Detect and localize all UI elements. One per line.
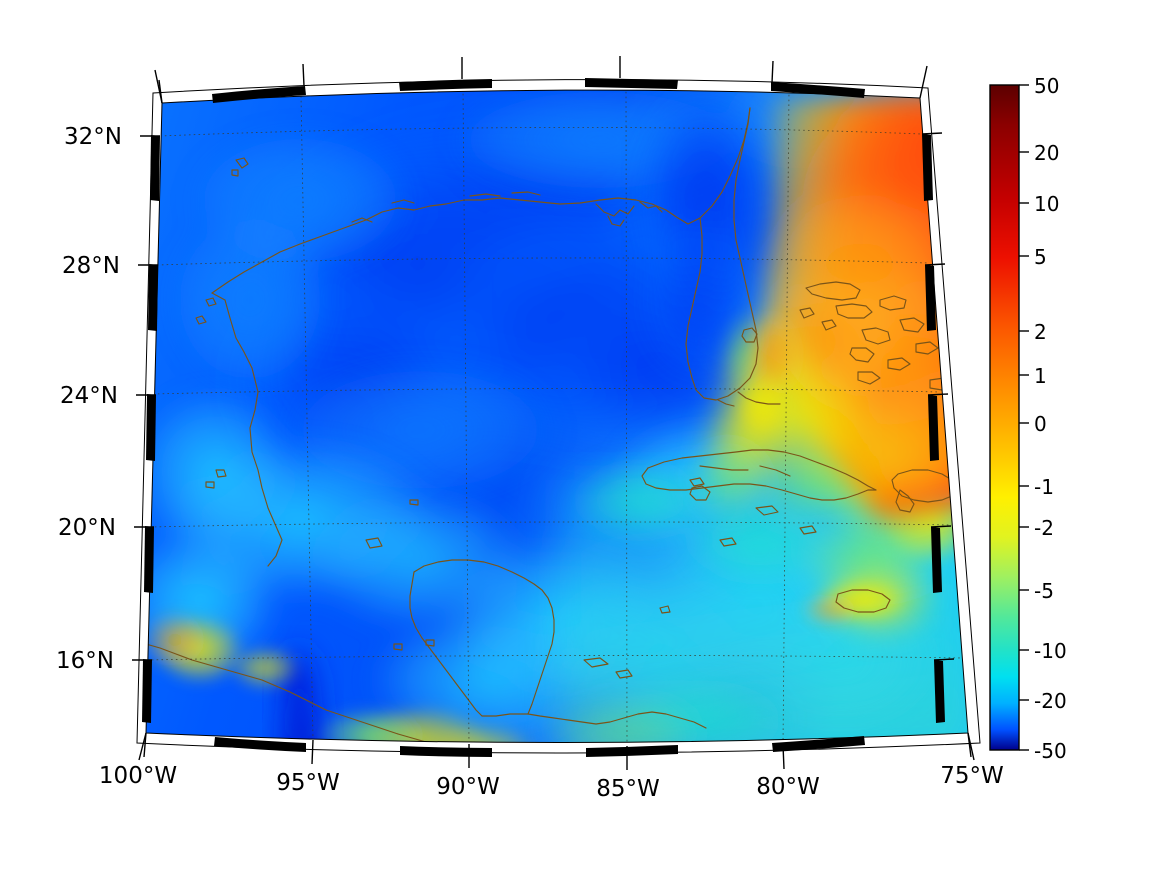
xtick-label-90: 90°W xyxy=(436,774,500,800)
ytick-label-24: 24°N xyxy=(60,383,118,409)
colorbar-tick-labels: 50 20 10 5 2 1 0 -1 -2 -5 -10 -20 -50 xyxy=(1034,74,1067,763)
cb-tick-1: 1 xyxy=(1034,364,1047,388)
xtick-label-75: 75°W xyxy=(940,763,1004,789)
gridline-lat-28 xyxy=(156,257,929,266)
cb-tick-50: 50 xyxy=(1034,74,1059,98)
xtick-80 xyxy=(782,744,785,770)
cb-tick-20: 20 xyxy=(1034,141,1059,165)
colorbar-ticks xyxy=(1019,84,1029,751)
colorbar-gradient[interactable] xyxy=(989,84,1020,751)
axis-ticks xyxy=(132,56,972,770)
ytick-label-32: 32°N xyxy=(64,124,122,150)
cb-tick-neg1: -1 xyxy=(1034,475,1054,499)
cb-tick-neg10: -10 xyxy=(1034,639,1067,663)
frame-right-segments xyxy=(922,134,945,723)
ytick-label-20: 20°N xyxy=(58,515,116,541)
graticule xyxy=(146,90,964,743)
ytick-right-24 xyxy=(927,393,949,396)
xtick-top-95 xyxy=(302,63,305,87)
xtick-label-95: 95°W xyxy=(276,770,340,796)
gridline-lon-95 xyxy=(300,95,314,741)
cb-tick-5: 5 xyxy=(1034,245,1047,269)
xtick-label-100: 100°W xyxy=(99,763,177,789)
xtick-75 xyxy=(967,732,972,758)
ytick-right-16 xyxy=(933,658,955,661)
ytick-right-20 xyxy=(930,525,952,528)
ytick-right-32 xyxy=(921,132,943,135)
colorbar[interactable]: 50 20 10 5 2 1 0 -1 -2 -5 -10 -20 -50 xyxy=(989,74,1067,763)
ytick-right-28 xyxy=(924,263,946,266)
xtick-top-80 xyxy=(771,60,774,84)
gridline-lat-24 xyxy=(152,388,941,395)
coastlines xyxy=(146,107,959,743)
cb-tick-0: 0 xyxy=(1034,412,1047,436)
cb-tick-neg2: -2 xyxy=(1034,516,1054,540)
ytick-label-16: 16°N xyxy=(56,648,114,674)
field-florida-shelf xyxy=(635,90,775,380)
ytick-label-28: 28°N xyxy=(62,253,120,279)
frame-top-segments xyxy=(212,78,865,103)
frame-left-segments xyxy=(142,135,160,723)
xtick-label-80: 80°W xyxy=(756,774,820,800)
gridline-lon-80 xyxy=(782,90,790,743)
gridline-lat-32 xyxy=(159,127,923,137)
x-axis-tick-labels: 100°W 95°W 90°W 85°W 80°W 75°W xyxy=(99,763,1004,802)
map-data-field xyxy=(146,90,968,743)
cb-tick-neg50: -50 xyxy=(1034,739,1067,763)
y-axis-tick-labels: 32°N 28°N 24°N 20°N 16°N xyxy=(56,124,122,674)
xtick-label-85: 85°W xyxy=(596,776,660,802)
map-frame xyxy=(136,65,981,761)
xtick-95 xyxy=(311,739,314,765)
cb-tick-neg5: -5 xyxy=(1034,579,1054,603)
gridline-lon-90 xyxy=(462,90,470,743)
xtick-100 xyxy=(143,732,147,758)
cb-tick-10: 10 xyxy=(1034,192,1059,216)
xtick-top-100 xyxy=(158,79,163,104)
cb-tick-2: 2 xyxy=(1034,320,1047,344)
cb-tick-neg20: -20 xyxy=(1034,689,1067,713)
